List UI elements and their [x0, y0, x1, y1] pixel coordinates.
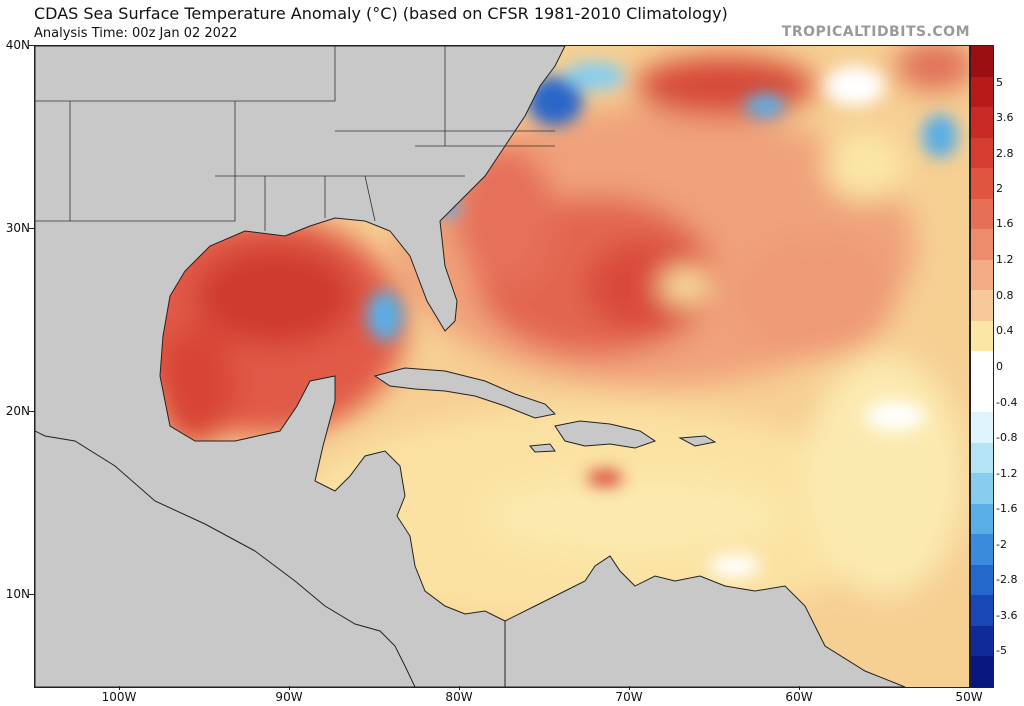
colorbar-label: -5 [996, 644, 1007, 657]
colorbar-segment [971, 46, 993, 78]
lon-label: 100W [101, 690, 137, 704]
colorbar-segment [971, 351, 993, 383]
colorbar-label: 0.8 [996, 289, 1014, 302]
lon-tick [459, 686, 460, 690]
colorbar-segment [971, 473, 993, 505]
colorbar-label: 3.6 [996, 111, 1014, 124]
colorbar-label: 2 [996, 182, 1003, 195]
colorbar-segment [971, 442, 993, 474]
colorbar-label: 0 [996, 360, 1003, 373]
colorbar-segment [971, 198, 993, 230]
lon-tick [629, 686, 630, 690]
colorbar-label: -1.2 [996, 467, 1018, 480]
colorbar-segment [971, 137, 993, 169]
colorbar-label: 5 [996, 76, 1003, 89]
south-america-land [504, 555, 906, 687]
north-america-land [35, 46, 566, 687]
lon-tick [289, 686, 290, 690]
lat-label: 30N [5, 221, 30, 235]
puerto-rico-land [678, 435, 717, 447]
lat-tick [29, 45, 34, 46]
map-title: CDAS Sea Surface Temperature Anomaly (°C… [34, 4, 728, 23]
colorbar-segment [971, 503, 993, 535]
colorbar-segment [971, 656, 993, 688]
colorbar-label: 1.2 [996, 253, 1014, 266]
analysis-time: Analysis Time: 00z Jan 02 2022 [34, 26, 238, 41]
cuba-land [373, 367, 557, 419]
colorbar-segment [971, 625, 993, 657]
colorbar-label: 2.8 [996, 147, 1014, 160]
lat-label: 40N [5, 38, 30, 52]
colorbar [970, 45, 994, 688]
lat-tick [29, 228, 34, 229]
jamaica-land [529, 443, 556, 453]
land [35, 46, 906, 687]
colorbar-segment [971, 534, 993, 566]
lon-label: 90W [275, 690, 303, 704]
colorbar-label: -3.6 [996, 609, 1018, 622]
lon-tick [799, 686, 800, 690]
colorbar-label: 0.4 [996, 324, 1014, 337]
colorbar-segment [971, 168, 993, 200]
lat-label: 10N [5, 587, 30, 601]
lat-label: 20N [5, 404, 30, 418]
colorbar-segment [971, 412, 993, 444]
map-canvas [35, 46, 969, 687]
state-borders [35, 46, 555, 231]
colorbar-label: -2.8 [996, 573, 1018, 586]
colorbar-label: 1.6 [996, 217, 1014, 230]
colorbar-segment [971, 595, 993, 627]
colorbar-label: -2 [996, 538, 1007, 551]
colorbar-segment [971, 76, 993, 108]
colorbar-segment [971, 290, 993, 322]
lat-tick [29, 594, 34, 595]
colorbar-label: -0.8 [996, 431, 1018, 444]
lat-tick [29, 411, 34, 412]
lon-label: 80W [445, 690, 473, 704]
colorbar-segment [971, 381, 993, 413]
lon-label: 60W [785, 690, 813, 704]
lon-tick [119, 686, 120, 690]
colorbar-label: -0.4 [996, 396, 1018, 409]
colorbar-segment [971, 320, 993, 352]
colorbar-segment [971, 229, 993, 261]
colorbar-segment [971, 259, 993, 291]
lon-label: 70W [615, 690, 643, 704]
cold-anomalies [367, 62, 958, 615]
watermark-logo: TROPICALTIDBITS.COM [781, 24, 970, 40]
sst-anomaly-map [34, 45, 970, 688]
colorbar-label: -1.6 [996, 502, 1018, 515]
colorbar-segment [971, 564, 993, 596]
colorbar-segment [971, 107, 993, 139]
hispaniola-land [554, 420, 657, 449]
lon-label: 50W [955, 690, 983, 704]
